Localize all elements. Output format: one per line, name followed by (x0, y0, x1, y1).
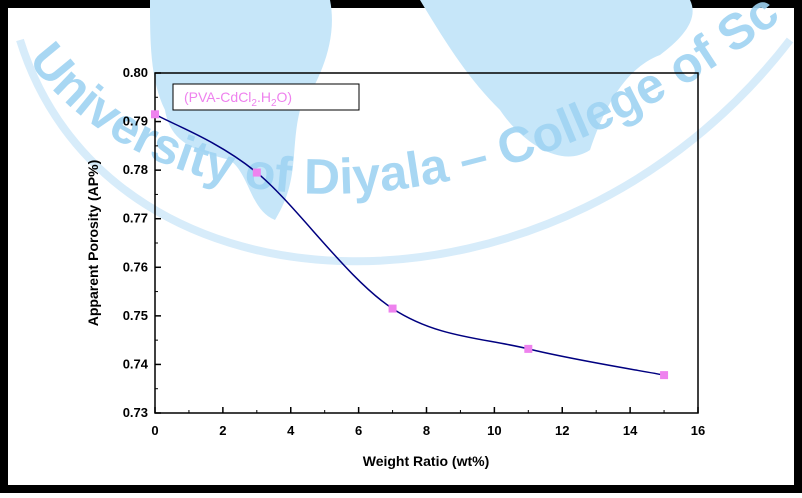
watermark-shape-right (420, 0, 693, 157)
plot-area: 0 2 4 6 8 10 12 14 16 0.730.740.750.760.770.780.… (123, 65, 706, 438)
y-tick-label: 0.75 (123, 308, 148, 323)
legend-label: (PVA-CdCl2.H2O) (184, 89, 292, 109)
legend-text-mid: .H (257, 89, 271, 105)
data-point (660, 371, 669, 380)
y-tick-label: 0.74 (123, 356, 149, 371)
legend-box (172, 83, 360, 111)
y-axis: 0.73 0.74 0.75 0.76 0.77 0.78 0.79 0.80 (123, 65, 161, 420)
x-tick-label: 10 (487, 423, 501, 438)
y-tick-label: 0.76 (123, 259, 148, 274)
y-tick-label: 0.79 (123, 114, 148, 129)
legend-text-before: (PVA-CdCl (184, 89, 251, 105)
x-axis-title: Weight Ratio (wt%) (363, 453, 490, 469)
x-tick-label: 4 (287, 423, 295, 438)
x-axis: 0 2 4 6 8 10 12 14 16 (151, 407, 705, 438)
x-tick-label: 2 (219, 423, 226, 438)
x-tick-label: 12 (555, 423, 569, 438)
x-tick-label: 8 (423, 423, 430, 438)
data-point (252, 168, 261, 177)
y-tick-label: 0.73 (123, 405, 148, 420)
legend-sub-1: 2 (251, 98, 257, 109)
y-tick-label: 0.77 (123, 211, 148, 226)
y-tick-label: 0.80 (123, 65, 148, 80)
x-tick-label: 16 (691, 423, 705, 438)
data-point (151, 110, 159, 119)
data-point (524, 344, 533, 353)
x-tick-label: 0 (151, 423, 158, 438)
legend: (PVA-CdCl2.H2O) (172, 83, 360, 111)
x-tick-label: 14 (623, 423, 638, 438)
legend-sub-2: 2 (271, 98, 277, 109)
y-axis-title: Apparent Porosity (AP%) (85, 160, 101, 326)
watermark-ring (16, 37, 794, 266)
x-tick-label: 6 (355, 423, 362, 438)
series-points (151, 110, 669, 380)
legend-text-after: O) (277, 89, 293, 105)
watermark: University of Diyala – College of Scienc… (0, 0, 794, 266)
y-tick-label: 0.78 (123, 162, 148, 177)
data-point (388, 304, 397, 313)
